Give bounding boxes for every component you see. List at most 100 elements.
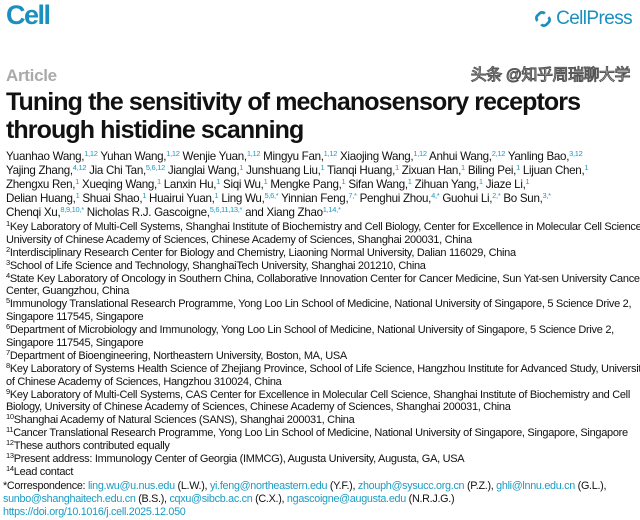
affiliation-text: Key Laboratory of Multi-Cell Systems, CA…: [9, 388, 630, 401]
author-initials: (G.L.),: [574, 480, 607, 492]
affiliation-line: 3School of Life Science and Technology, …: [6, 258, 640, 273]
author-name: Mengke Pang,: [270, 178, 342, 191]
affiliation-text: Immunology Translational Research Progra…: [9, 298, 632, 311]
author-name: Ling Wu,: [221, 192, 265, 205]
author[interactable]: Siqi Wu,1: [223, 177, 268, 191]
affiliation-text: Lead contact: [13, 465, 74, 478]
author-affiliation-marks: 7,*: [348, 191, 357, 200]
author-initials: (L.W.),: [174, 480, 210, 492]
author-affiliation-marks: 1: [216, 177, 221, 186]
author[interactable]: Xiaojing Wang,1,12: [340, 150, 427, 163]
author[interactable]: Xueqing Wang,1: [82, 178, 161, 191]
author-affiliation-marks: 5,6,12: [145, 163, 165, 172]
author-initials: (C.X.),: [252, 492, 287, 505]
author-affiliation-marks: 3,12: [569, 149, 583, 158]
author[interactable]: Yinnian Feng,7,*: [281, 192, 357, 205]
author-name: Biling Pei,: [467, 164, 517, 177]
affiliation-line: 9Key Laboratory of Multi-Cell Systems, C…: [6, 386, 640, 402]
affiliation-number: 4: [6, 270, 10, 280]
author[interactable]: Yuhan Wang,1,12: [100, 149, 180, 163]
affiliation-number: 12: [6, 438, 14, 448]
author[interactable]: Tianqi Huang,1: [327, 164, 399, 177]
publisher-name: CellPress: [556, 8, 633, 29]
doi-link[interactable]: https://doi.org/10.1016/j.cell.2025.12.0…: [3, 505, 186, 518]
email-link[interactable]: cqxu@sibcb.ac.cn: [169, 492, 253, 505]
author-affiliation-marks: 1: [263, 177, 268, 186]
email-link[interactable]: ngascoigne@augusta.edu: [286, 492, 406, 505]
author-affiliation-marks: 4,*: [431, 191, 440, 200]
author-name: Penghui Zhou,: [359, 192, 432, 205]
author-affiliation-marks: 1,12: [413, 149, 427, 158]
title-line: Tuning the sensitivity of mechanosensory…: [6, 88, 581, 116]
affiliation-line: 14Lead contact: [6, 465, 640, 479]
author-affiliation-marks: 1: [407, 177, 412, 186]
affiliation-line: 6Department of Microbiology and Immunolo…: [6, 323, 640, 337]
author[interactable]: Junshuang Liu,1: [246, 164, 325, 177]
affiliation-text: Department of Bioengineering, Northeaste…: [9, 349, 347, 362]
author-affiliation-marks: 1: [214, 191, 219, 200]
author-name: Anhui Wang,: [429, 150, 492, 163]
author[interactable]: Biling Pei,1: [468, 164, 520, 177]
email-link[interactable]: ling.wu@u.nus.edu: [87, 480, 175, 492]
author[interactable]: Jia Chi Tan,5,6,12: [89, 164, 165, 177]
author-affiliation-marks: 1,12: [84, 149, 98, 158]
author-name: Yinnian Feng,: [281, 192, 349, 205]
author[interactable]: Shuai Shao,1: [82, 192, 146, 205]
title-line: through histidine scanning: [6, 116, 304, 144]
author[interactable]: Ling Wu,5,6,*: [221, 192, 278, 205]
email-link[interactable]: zhouph@sysucc.org.cn: [357, 480, 465, 492]
author[interactable]: Penghui Zhou,4,*: [360, 192, 440, 205]
affiliation-line: 11Cancer Translational Research Programm…: [6, 425, 640, 440]
author[interactable]: Guohui Li,2,*: [442, 192, 500, 205]
author[interactable]: Mengke Pang,1: [270, 178, 345, 191]
author[interactable]: Yanling Bao,3,12: [508, 150, 583, 163]
author[interactable]: Zixuan Han,1: [402, 164, 465, 177]
author-name: Lijuan Chen,: [522, 164, 585, 177]
author[interactable]: Zihuan Yang,1: [415, 178, 483, 191]
affiliation-number: 9: [6, 386, 10, 396]
affiliation-text: These authors contributed equally: [13, 440, 170, 453]
author[interactable]: Wenjie Yuan,1,12: [183, 150, 261, 163]
author[interactable]: Jiaze Li,1: [486, 178, 530, 191]
affiliation-text: Key Laboratory of Systems Health Science…: [9, 362, 640, 375]
author[interactable]: Anhui Wang,2,12: [429, 150, 505, 163]
author-line: Chenqi Xu,8,9,10,* Nicholas R.J. Gascoig…: [6, 206, 588, 220]
author[interactable]: Huairui Yuan,1: [149, 191, 219, 205]
author[interactable]: Yuanhao Wang,1,12: [6, 150, 98, 163]
author-initials: (P.Z.),: [464, 480, 497, 492]
author-affiliation-marks: 8,9,10,*: [60, 205, 84, 214]
author[interactable]: Nicholas R.J. Gascoigne,5,6,11,13,*: [87, 206, 243, 219]
author-name: Wenjie Yuan,: [182, 150, 248, 163]
email-link[interactable]: ghli@lnnu.edu.cn: [496, 480, 575, 492]
author-name: Bo Sun,: [503, 192, 543, 205]
author-affiliation-marks: 1: [584, 163, 589, 172]
email-link[interactable]: yi.feng@northeastern.edu: [209, 480, 328, 492]
author[interactable]: Bo Sun,3,*: [503, 192, 551, 205]
affiliation-line: 5Immunology Translational Research Progr…: [6, 297, 640, 311]
author[interactable]: Zhengxu Ren,1: [6, 178, 79, 191]
affiliation-number: 11: [6, 425, 14, 435]
author-affiliation-marks: 1: [525, 177, 530, 186]
author-affiliation-marks: 1,12: [323, 149, 338, 158]
author[interactable]: Lanxin Hu,1: [164, 177, 221, 191]
author[interactable]: Mingyu Fan,1,12: [263, 150, 337, 163]
affiliation-line: Singapore 117545, Singapore: [6, 337, 640, 350]
affiliation-number: 7: [6, 347, 10, 357]
author-name: Zihuan Yang,: [414, 178, 480, 191]
author-name: Siqi Wu,: [223, 178, 264, 191]
author[interactable]: Delian Huang,1: [6, 192, 80, 205]
correspondence-line: sunbo@shanghaitech.edu.cn (B.S.), cqxu@s…: [3, 493, 606, 506]
author[interactable]: Sifan Wang,1: [348, 177, 412, 191]
author[interactable]: and Xiang Zhao1,14,*: [245, 205, 341, 219]
author-name: Junshuang Liu,: [246, 164, 321, 177]
author-affiliation-marks: 1,14,*: [322, 205, 341, 214]
author[interactable]: Chenqi Xu,8,9,10,*: [6, 206, 84, 219]
author-affiliation-marks: 1,12: [166, 149, 180, 158]
affiliation-text: Biology, University of Chinese Academy o…: [6, 401, 511, 414]
author-initials: (B.S.),: [135, 492, 170, 505]
author[interactable]: Jianglai Wang,1: [168, 164, 244, 177]
email-link[interactable]: sunbo@shanghaitech.edu.cn: [3, 492, 136, 505]
author-affiliation-marks: 1: [461, 163, 465, 172]
author[interactable]: Lijuan Chen,1: [522, 163, 589, 177]
author[interactable]: Yajing Zhang,4,12: [6, 164, 87, 177]
